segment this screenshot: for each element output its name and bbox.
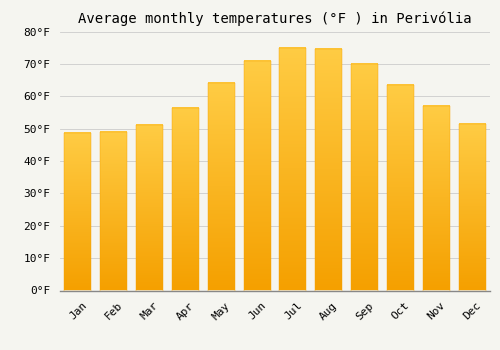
Bar [64,133,92,290]
Title: Average monthly temperatures (°F ) in Perivólia: Average monthly temperatures (°F ) in Pe… [78,12,472,26]
Bar [280,48,306,290]
Bar [387,85,414,290]
Bar [351,64,378,290]
Bar [316,49,342,290]
Bar [458,124,485,290]
Bar [172,107,199,290]
Bar [244,61,270,290]
Bar [136,125,163,290]
Bar [423,106,450,290]
Bar [100,132,127,290]
Bar [208,83,234,290]
